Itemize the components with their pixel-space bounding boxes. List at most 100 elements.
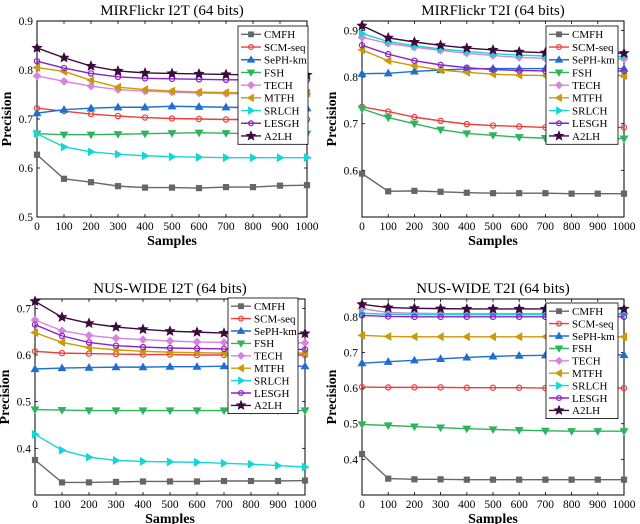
data-point	[383, 331, 392, 341]
data-point	[60, 142, 69, 152]
legend-label: MTFH	[254, 363, 285, 375]
data-point	[139, 456, 148, 466]
data-point	[138, 407, 148, 416]
legend-label: MTFH	[572, 368, 603, 380]
data-point	[411, 313, 418, 321]
data-point	[138, 362, 148, 371]
x-tick-label: 0	[34, 221, 40, 233]
data-point	[411, 187, 418, 194]
data-point	[516, 476, 523, 483]
data-point	[301, 462, 310, 472]
legend-marker	[556, 106, 564, 115]
data-point	[620, 476, 628, 483]
x-tick-label: 0	[359, 499, 365, 511]
legend-label: CMFH	[572, 29, 603, 41]
data-point	[219, 338, 229, 347]
y-tick-label: 0.9	[344, 25, 359, 37]
data-point	[31, 321, 39, 328]
legend-label: TECH	[572, 356, 601, 368]
legend-marker	[246, 69, 256, 77]
legend-marker	[238, 390, 245, 397]
legend-label: SCM-seq	[572, 42, 614, 54]
data-point	[247, 477, 255, 485]
data-point	[218, 327, 230, 338]
legend-label: LESGH	[572, 393, 608, 405]
data-point	[59, 105, 69, 113]
data-point	[300, 338, 310, 348]
data-point	[358, 383, 366, 391]
x-tick-label: 700	[217, 221, 235, 233]
data-point	[489, 122, 497, 129]
legend: CMFHSCM-seqSePH-kmFSHTECHMTFHSRLCHLESGHA…	[545, 302, 619, 419]
data-point	[620, 124, 628, 131]
x-tick-label: 0	[32, 499, 38, 511]
data-point	[194, 87, 203, 97]
data-point	[301, 477, 309, 484]
chart-panel-3: NUS-WIDE I2T (64 bits) 0 100 200 300 400 500 60…	[0, 281, 317, 524]
data-point	[489, 476, 497, 483]
data-point	[487, 44, 499, 55]
data-point	[168, 184, 176, 191]
data-point	[358, 170, 366, 177]
legend-label: SCM-seq	[264, 42, 306, 54]
data-point	[249, 153, 258, 163]
data-point	[385, 108, 392, 115]
data-point	[59, 67, 68, 76]
legend-marker	[238, 303, 244, 310]
data-point	[111, 407, 121, 416]
data-point	[385, 313, 392, 320]
x-tick-label: 400	[134, 499, 152, 511]
data-point	[168, 152, 177, 162]
legend-label: FSH	[572, 343, 592, 355]
data-point	[409, 332, 418, 342]
data-point	[463, 384, 470, 391]
data-point	[409, 66, 419, 75]
data-point	[114, 112, 122, 120]
chart-panel-1: MIRFlickr I2T (64 bits) 0 100 200 300 400 500 6…	[0, 3, 319, 249]
data-point	[409, 355, 419, 364]
x-tick-label: 600	[188, 499, 206, 511]
series-line	[361, 453, 624, 481]
data-point	[358, 312, 366, 319]
data-point	[303, 153, 312, 163]
data-point	[29, 295, 41, 307]
x-tick-label: 700	[537, 499, 555, 511]
data-point	[356, 19, 368, 31]
legend-marker	[238, 376, 246, 385]
legend-marker	[246, 81, 256, 90]
data-point	[437, 117, 444, 125]
legend-marker	[555, 120, 562, 127]
legend-label: FSH	[572, 67, 592, 79]
legend-marker	[555, 44, 562, 51]
legend-marker	[248, 120, 255, 127]
data-point	[619, 350, 629, 359]
x-tick-label: 700	[215, 499, 233, 511]
x-tick-label: 700	[537, 221, 555, 233]
legend-label: A2LH	[254, 400, 282, 412]
data-point	[222, 76, 230, 84]
x-tick-label: 200	[406, 221, 424, 233]
legend-label: CMFH	[572, 306, 603, 318]
data-point	[385, 188, 392, 195]
data-point	[141, 184, 149, 191]
data-point	[195, 152, 204, 162]
data-point	[488, 426, 498, 435]
data-point	[33, 151, 41, 158]
y-tick-label: 0.4	[17, 443, 32, 455]
data-point	[463, 313, 470, 321]
data-point	[59, 131, 69, 140]
legend-marker	[556, 31, 562, 38]
series-fsh	[357, 421, 629, 436]
data-point	[112, 455, 121, 465]
legend-marker	[248, 44, 255, 51]
x-tick-label: 800	[563, 221, 581, 233]
legend-marker	[235, 399, 247, 411]
data-point	[114, 73, 122, 81]
legend-marker	[555, 320, 562, 327]
legend-label: LESGH	[254, 388, 290, 400]
x-tick-label: 800	[242, 499, 260, 511]
legend-marker	[555, 395, 562, 402]
data-point	[222, 153, 231, 163]
data-point	[31, 456, 39, 464]
data-point	[57, 337, 66, 347]
